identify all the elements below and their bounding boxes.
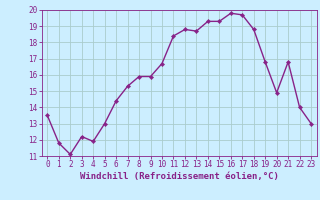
- X-axis label: Windchill (Refroidissement éolien,°C): Windchill (Refroidissement éolien,°C): [80, 172, 279, 181]
